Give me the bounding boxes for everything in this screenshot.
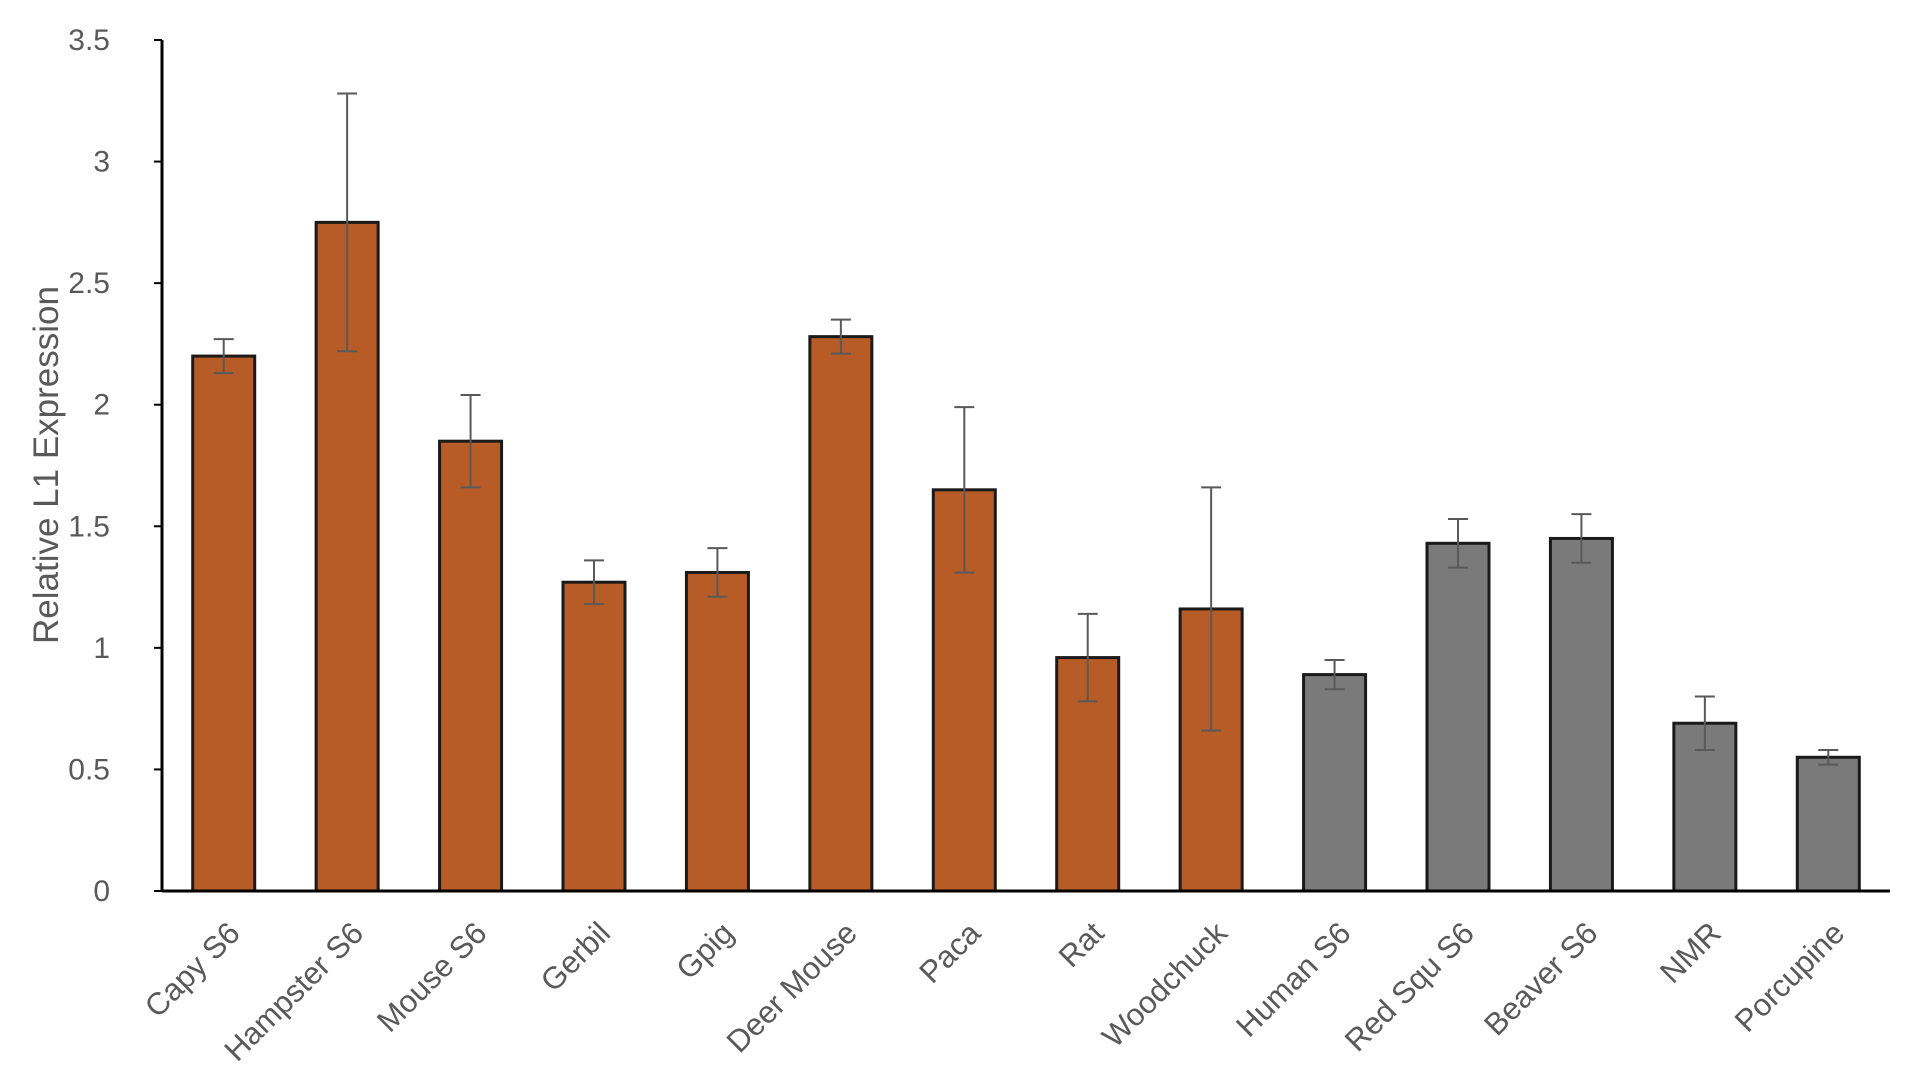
bar-red-squ-s6 [1425,541,1491,893]
category-label: Capy S6 [138,915,247,1024]
y-tick-label: 0 [93,875,110,908]
bar-human-s6 [1302,673,1368,893]
category-label: Human S6 [1229,915,1357,1043]
error-bars [213,92,1839,766]
y-axis-title: Relative L1 Expression [27,286,66,644]
y-axis-ticks: 0 0.5 1 1.5 2 2.5 3 3.5 [68,24,162,908]
category-label: Porcupine [1728,915,1851,1038]
bar-capy-s6 [191,354,257,893]
category-label: Paca [913,915,988,990]
y-tick-label: 2.5 [68,267,110,300]
category-label: Deer Mouse [720,915,864,1059]
bar-deer-mouse [808,335,874,893]
category-label: Woodchuck [1095,915,1234,1054]
bar-porcupine [1795,755,1861,893]
bar-mouse-s6 [438,439,504,893]
bars [191,220,1861,893]
bar-gerbil [561,580,627,893]
bar-beaver-s6 [1548,536,1614,893]
y-tick-label: 2 [93,389,110,422]
axes [160,40,1890,893]
y-tick-label: 3.5 [68,24,110,57]
y-tick-label: 0.5 [68,753,110,786]
y-tick-label: 3 [93,146,110,179]
category-label: NMR [1653,915,1728,990]
category-label: Gpig [669,915,740,986]
category-label: Rat [1052,915,1111,974]
y-tick-label: 1.5 [68,510,110,543]
bar-gpig [684,570,750,893]
y-tick-label: 1 [93,632,110,665]
category-label: Beaver S6 [1477,915,1604,1042]
category-label: Gerbil [534,915,617,998]
category-label: Mouse S6 [370,915,493,1038]
category-label: Red Squ S6 [1338,915,1481,1058]
